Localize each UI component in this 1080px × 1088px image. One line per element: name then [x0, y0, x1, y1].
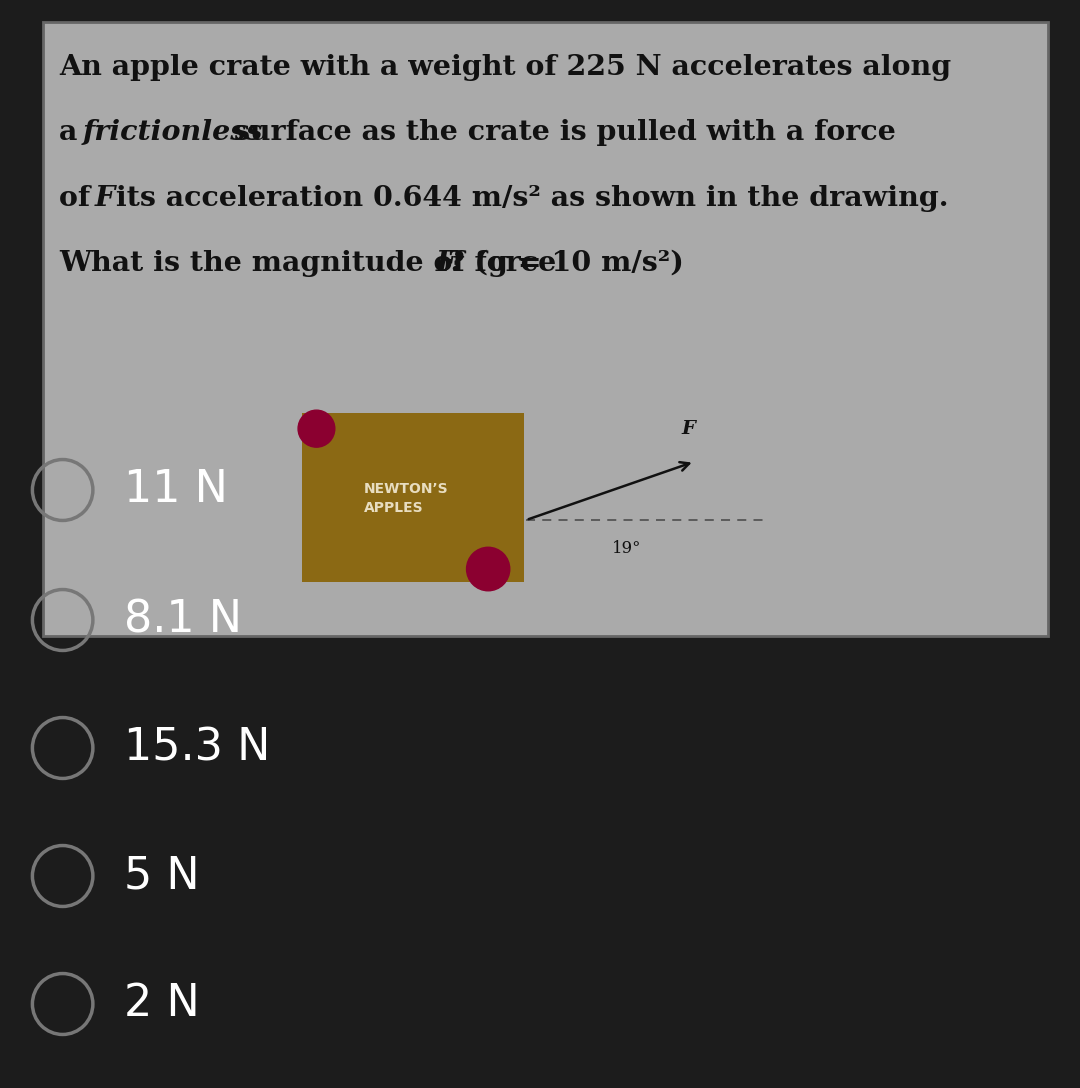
Text: 2 N: 2 N	[124, 982, 200, 1026]
FancyBboxPatch shape	[302, 413, 524, 582]
Text: its acceleration 0.644 m/s² as shown in the drawing.: its acceleration 0.644 m/s² as shown in …	[107, 185, 949, 211]
Text: F: F	[436, 250, 457, 276]
Text: An apple crate with a weight of 225 N accelerates along: An apple crate with a weight of 225 N ac…	[59, 54, 951, 81]
Text: 19°: 19°	[612, 540, 642, 557]
Text: 15.3 N: 15.3 N	[124, 727, 271, 769]
Text: F: F	[681, 420, 694, 437]
Circle shape	[467, 547, 510, 591]
Text: NEWTON’S
APPLES: NEWTON’S APPLES	[364, 482, 448, 515]
FancyBboxPatch shape	[43, 22, 1048, 636]
Text: 5 N: 5 N	[124, 854, 200, 898]
Text: frictionless: frictionless	[83, 120, 264, 146]
Text: 8.1 N: 8.1 N	[124, 598, 242, 642]
Text: 11 N: 11 N	[124, 469, 228, 511]
Text: F: F	[95, 185, 114, 211]
Text: a: a	[59, 120, 87, 146]
Text: surface as the crate is pulled with a force: surface as the crate is pulled with a fo…	[225, 120, 896, 146]
Text: ? (g = 10 m/s²): ? (g = 10 m/s²)	[448, 249, 684, 277]
Text: of: of	[59, 185, 100, 211]
Text: What is the magnitude of force: What is the magnitude of force	[59, 250, 567, 276]
Circle shape	[298, 410, 335, 447]
